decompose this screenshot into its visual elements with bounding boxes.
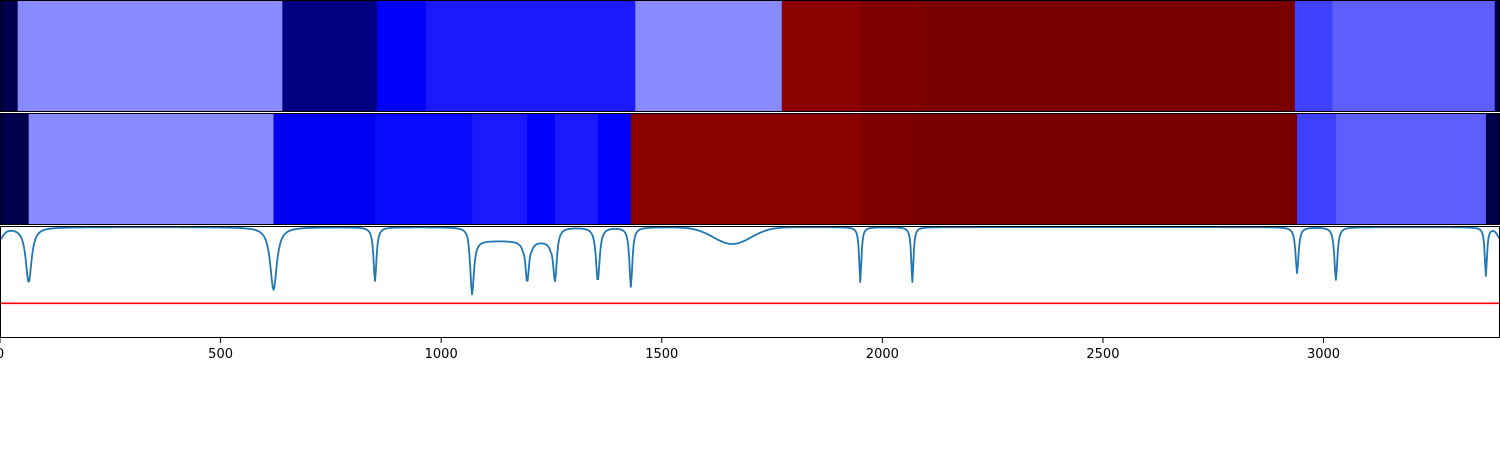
top-segmentation-strip-segment-10 (1332, 0, 1496, 112)
middle-segmentation-strip-segment-9 (860, 113, 913, 225)
top-segmentation-strip-segment-7 (858, 0, 923, 112)
middle-segmentation-strip-segment-3 (375, 113, 473, 225)
x-tick-label-2500: 2500 (1086, 347, 1119, 362)
middle-segmentation-strip-segment-6 (555, 113, 599, 225)
middle-segmentation-strip-segment-7 (597, 113, 632, 225)
middle-segmentation-strip-segment-5 (527, 113, 556, 225)
top-segmentation-strip-segment-6 (781, 0, 859, 112)
top-segmentation-strip-segment-4 (425, 0, 636, 112)
signal-panel: 0 500 1000 1500 2000 2500 3000 (0, 226, 1500, 362)
middle-segmentation-strip-segment-8 (630, 113, 861, 225)
top-segmentation-strip-segment-0 (0, 0, 19, 112)
x-tick-label-3000: 3000 (1307, 347, 1340, 362)
top-strip (0, 0, 1500, 112)
middle-segmentation-strip-segment-12 (1335, 113, 1487, 225)
top-segmentation-strip-segment-11 (1494, 0, 1500, 112)
middle-segmentation-strip-segment-13 (1485, 113, 1500, 225)
x-tick-label-0: 0 (0, 347, 4, 362)
x-tick-label-1000: 1000 (425, 347, 458, 362)
top-segmentation-strip-segment-5 (635, 0, 783, 112)
middle-segmentation-strip-segment-4 (472, 113, 528, 225)
middle-segmentation-strip-segment-11 (1297, 113, 1337, 225)
middle-segmentation-strip-segment-10 (912, 113, 1298, 225)
top-segmentation-strip-segment-2 (282, 0, 378, 112)
x-tick-label-500: 500 (208, 347, 233, 362)
top-segmentation-strip-segment-9 (1294, 0, 1333, 112)
middle-segmentation-strip-segment-2 (273, 113, 376, 225)
top-segmentation-strip-segment-1 (17, 0, 283, 112)
plot-background (0, 226, 1500, 338)
middle-segmentation-strip-segment-0 (0, 113, 30, 225)
signal-series-line-0 (0, 226, 1500, 296)
x-tick-label-2000: 2000 (866, 347, 899, 362)
top-segmentation-strip-segment-8 (922, 0, 1296, 112)
series-group (0, 226, 1500, 296)
middle-strip (0, 113, 1500, 225)
x-tick-label-1500: 1500 (645, 347, 678, 362)
middle-segmentation-strip-segment-1 (28, 113, 275, 225)
top-segmentation-strip-segment-3 (377, 0, 427, 112)
x-axis: 0 500 1000 1500 2000 2500 3000 (0, 338, 1340, 362)
